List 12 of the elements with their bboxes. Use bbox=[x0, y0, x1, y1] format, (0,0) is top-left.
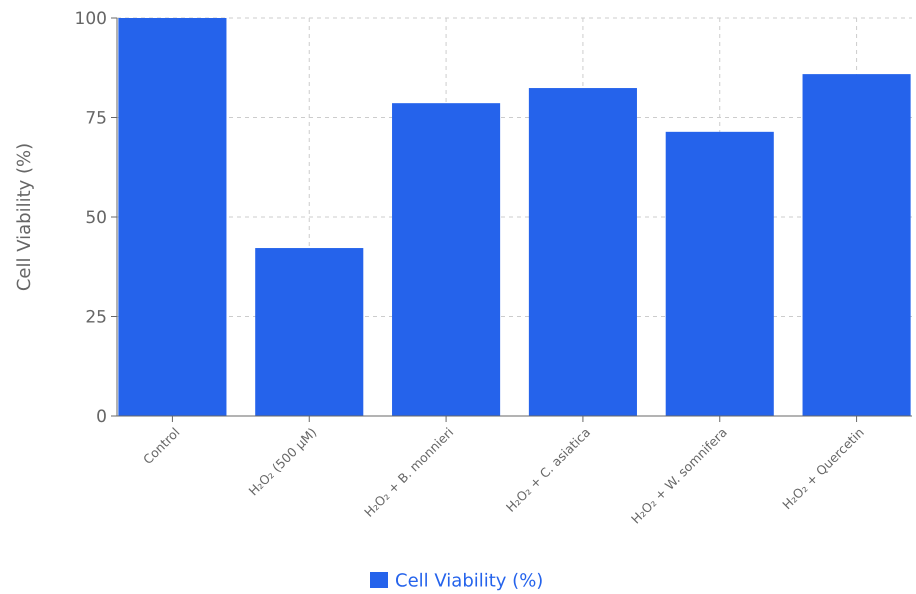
bar bbox=[802, 74, 911, 416]
y-tick-label: 25 bbox=[85, 307, 107, 328]
legend-label: Cell Viability (%) bbox=[395, 570, 544, 592]
y-tick-label: 75 bbox=[85, 108, 107, 128]
bar bbox=[392, 103, 500, 416]
y-tick-label: 0 bbox=[96, 406, 107, 427]
bar bbox=[255, 248, 364, 416]
y-tick-label: 50 bbox=[85, 208, 107, 228]
bar bbox=[666, 132, 774, 416]
y-tick-label: 100 bbox=[74, 8, 107, 29]
bar bbox=[528, 88, 637, 416]
y-axis-title: Cell Viability (%) bbox=[14, 142, 35, 292]
